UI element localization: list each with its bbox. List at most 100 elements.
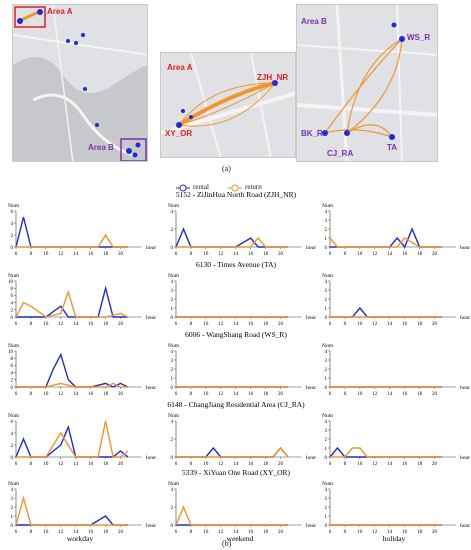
y-tick-label-r1-c2-2: 2 bbox=[325, 298, 328, 303]
y-tick-label-r3-c2-3: 3 bbox=[325, 429, 328, 434]
x-tick-label-r2-c1-3: 12 bbox=[218, 392, 224, 397]
x-tick-label-r4-c2-2: 10 bbox=[357, 530, 363, 535]
y-tick-label-r4-c2-3: 3 bbox=[325, 497, 328, 502]
x-tick-label-r3-c1-3: 12 bbox=[218, 462, 224, 467]
y-tick-label-r1-c0-0: 0 bbox=[11, 316, 14, 321]
x-tick-label-r3-c2-5: 16 bbox=[402, 462, 408, 467]
x-tick-label-r4-c2-7: 20 bbox=[432, 530, 438, 535]
x-tick-label-r4-c1-1: 8 bbox=[190, 530, 193, 535]
x-unit-r3-c0: hour bbox=[146, 455, 156, 461]
x-tick-label-r4-c0-5: 16 bbox=[88, 530, 94, 535]
y-tick-label-r0-c0-2: 4 bbox=[11, 222, 14, 227]
x-tick-label-r3-c0-1: 8 bbox=[30, 462, 33, 467]
x-tick-label-r3-c2-3: 12 bbox=[372, 462, 378, 467]
x-tick-label-r0-c1-4: 14 bbox=[233, 252, 239, 257]
y-tick-label-r4-c1-2: 4 bbox=[171, 488, 174, 493]
y-tick-label-r1-c1-4: 4 bbox=[171, 280, 174, 285]
y-tick-label-r1-c1-2: 2 bbox=[171, 298, 174, 303]
station-ws-r-label: WS_R bbox=[407, 33, 431, 42]
x-tick-label-r0-c1-5: 16 bbox=[248, 252, 254, 257]
station-ta-label: TA bbox=[387, 143, 398, 152]
y-unit-r0-c1: Num bbox=[168, 203, 180, 209]
x-tick-label-r0-c0-5: 16 bbox=[88, 252, 94, 257]
x-tick-label-r0-c0-4: 14 bbox=[73, 252, 79, 257]
x-tick-label-r1-c0-6: 18 bbox=[103, 322, 109, 327]
area-a-title: Area A bbox=[167, 63, 193, 72]
return-line-r0-c0 bbox=[16, 233, 128, 248]
x-tick-label-r4-c2-5: 16 bbox=[402, 530, 408, 535]
x-tick-label-r0-c0-6: 18 bbox=[103, 252, 109, 257]
x-tick-label-r4-c0-6: 18 bbox=[103, 530, 109, 535]
x-tick-label-r3-c0-3: 12 bbox=[58, 462, 64, 467]
y-tick-label-r3-c1-1: 2 bbox=[171, 438, 174, 443]
x-tick-label-r4-c0-2: 10 bbox=[43, 530, 49, 535]
y-unit-r3-c1: Num bbox=[168, 413, 180, 419]
x-tick-label-r3-c2-7: 20 bbox=[432, 462, 438, 467]
x-tick-label-r1-c2-6: 18 bbox=[417, 322, 423, 327]
x-tick-label-r1-c0-3: 12 bbox=[58, 322, 64, 327]
x-tick-label-r3-c1-4: 14 bbox=[233, 462, 239, 467]
x-tick-label-r3-c0-4: 14 bbox=[73, 462, 79, 467]
y-unit-r4-c1: Num bbox=[168, 481, 180, 487]
y-unit-r3-c0: Num bbox=[8, 413, 20, 419]
x-tick-label-r3-c0-6: 18 bbox=[103, 462, 109, 467]
x-tick-label-r0-c2-6: 18 bbox=[417, 252, 423, 257]
x-tick-label-r1-c0-4: 14 bbox=[73, 322, 79, 327]
x-tick-label-r0-c1-2: 10 bbox=[203, 252, 209, 257]
x-tick-label-r2-c0-3: 12 bbox=[58, 392, 64, 397]
column-label-0: workday bbox=[67, 534, 93, 543]
x-tick-label-r4-c1-0: 6 bbox=[175, 530, 178, 535]
y-tick-label-r1-c0-2: 4 bbox=[11, 301, 14, 306]
x-unit-r2-c0: hour bbox=[146, 385, 156, 391]
x-tick-label-r2-c0-5: 16 bbox=[88, 392, 94, 397]
y-unit-r1-c2: Num bbox=[322, 273, 334, 279]
x-tick-label-r3-c1-2: 10 bbox=[203, 462, 209, 467]
y-tick-label-r4-c0-4: 4 bbox=[11, 488, 14, 493]
x-tick-label-r2-c2-1: 8 bbox=[344, 392, 347, 397]
x-tick-label-r0-c2-5: 16 bbox=[402, 252, 408, 257]
y-tick-label-r0-c2-1: 1 bbox=[325, 237, 328, 242]
x-tick-label-r2-c2-5: 16 bbox=[402, 392, 408, 397]
return-line-r4-c0 bbox=[15, 495, 128, 526]
x-tick-label-r4-c2-0: 6 bbox=[329, 530, 332, 535]
rental-line-r0-c1 bbox=[175, 227, 288, 248]
x-tick-label-r4-c2-1: 8 bbox=[344, 530, 347, 535]
y-tick-label-r4-c2-0: 0 bbox=[325, 524, 328, 529]
y-unit-r0-c2: Num bbox=[322, 203, 334, 209]
y-tick-label-r2-c2-0: 0 bbox=[325, 386, 328, 391]
y-tick-label-r3-c2-1: 1 bbox=[325, 447, 328, 452]
x-unit-r0-c1: hour bbox=[306, 245, 316, 251]
x-tick-label-r1-c2-3: 12 bbox=[372, 322, 378, 327]
x-tick-label-r0-c0-2: 10 bbox=[43, 252, 49, 257]
x-tick-label-r0-c1-7: 20 bbox=[278, 252, 284, 257]
return-line-r3-c0 bbox=[16, 420, 129, 458]
x-tick-label-r4-c0-3: 12 bbox=[58, 530, 64, 535]
rental-line-r0-c0 bbox=[15, 216, 128, 248]
x-tick-label-r1-c0-1: 8 bbox=[30, 322, 33, 327]
rental-line-r2-c0 bbox=[16, 352, 129, 388]
x-tick-label-r0-c0-7: 20 bbox=[118, 252, 124, 257]
x-tick-label-r2-c2-3: 12 bbox=[372, 392, 378, 397]
y-tick-label-r3-c0-0: 0 bbox=[11, 456, 14, 461]
x-unit-r4-c0: hour bbox=[146, 523, 156, 529]
y-tick-label-r2-c0-3: 6 bbox=[11, 364, 14, 369]
x-tick-label-r1-c0-7: 20 bbox=[118, 322, 124, 327]
y-tick-label-r3-c2-2: 2 bbox=[325, 438, 328, 443]
x-tick-label-r1-c0-0: 6 bbox=[15, 322, 18, 327]
y-tick-label-r3-c1-2: 4 bbox=[171, 420, 174, 425]
legend-return-label: return bbox=[245, 183, 262, 191]
x-tick-label-r0-c1-0: 6 bbox=[175, 252, 178, 257]
y-tick-label-r3-c1-0: 0 bbox=[171, 456, 174, 461]
x-tick-label-r0-c2-7: 20 bbox=[432, 252, 438, 257]
y-unit-r4-c2: Num bbox=[322, 481, 334, 487]
y-tick-label-r2-c1-2: 2 bbox=[171, 368, 174, 373]
y-tick-label-r4-c0-3: 3 bbox=[11, 497, 14, 502]
x-tick-label-r1-c0-2: 10 bbox=[43, 322, 49, 327]
x-tick-label-r4-c2-4: 14 bbox=[387, 530, 393, 535]
y-tick-label-r2-c2-3: 3 bbox=[325, 359, 328, 364]
y-tick-label-r1-c0-3: 6 bbox=[11, 294, 14, 299]
y-tick-label-r1-c2-0: 0 bbox=[325, 316, 328, 321]
x-tick-label-r2-c2-2: 10 bbox=[357, 392, 363, 397]
x-tick-label-r1-c2-7: 20 bbox=[432, 322, 438, 327]
rental-line-r0-c2 bbox=[330, 227, 442, 249]
